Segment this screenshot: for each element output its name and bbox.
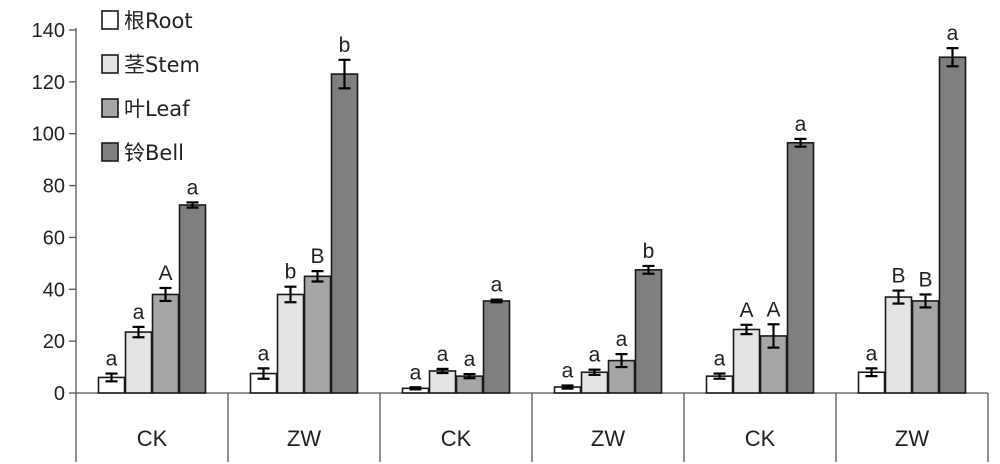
significance-label: a — [187, 176, 199, 199]
y-tick-label: 40 — [43, 279, 65, 301]
significance-label: a — [464, 348, 476, 371]
significance-label: a — [106, 348, 118, 371]
legend-label: 根Root — [124, 9, 193, 33]
legend-label: 叶Leaf — [124, 97, 190, 121]
significance-label: a — [866, 342, 878, 365]
bar — [428, 370, 457, 394]
category-label: CK — [745, 426, 776, 451]
bar — [884, 296, 913, 394]
category-label: ZW — [287, 426, 321, 451]
category-label: ZW — [591, 426, 625, 451]
bar — [151, 293, 180, 394]
y-tick-label: 20 — [43, 331, 65, 353]
significance-label: A — [158, 262, 172, 285]
y-tick-label: 140 — [32, 20, 65, 42]
legend-label: 铃Bell — [124, 141, 184, 165]
y-tick-label: 60 — [43, 227, 65, 249]
significance-label: b — [339, 34, 351, 57]
bar — [786, 141, 815, 394]
significance-label: a — [947, 22, 959, 45]
bar — [124, 331, 153, 394]
bar — [634, 269, 663, 394]
significance-label: a — [714, 348, 726, 371]
significance-label: B — [891, 265, 905, 288]
significance-label: b — [285, 261, 297, 284]
legend-swatch — [101, 54, 119, 74]
bar — [303, 275, 332, 394]
legend-label: 茎Stem — [124, 53, 200, 77]
significance-label: a — [258, 342, 270, 365]
significance-label: a — [410, 361, 422, 384]
bar — [938, 56, 967, 394]
significance-label: A — [739, 299, 753, 322]
significance-label: a — [491, 274, 503, 297]
y-tick-label: 0 — [54, 383, 65, 405]
significance-label: B — [310, 245, 324, 268]
chart-legend: 根Root 茎Stem 叶Leaf 铃Bell — [101, 9, 200, 165]
significance-label: a — [795, 113, 807, 136]
significance-label: a — [562, 359, 574, 382]
legend-swatch — [101, 10, 119, 30]
y-tick-label: 120 — [32, 72, 65, 94]
bar — [330, 73, 359, 394]
significance-label: a — [589, 344, 601, 367]
chart-axes: 0 20 40 60 80 100 120 140 CK ZW CK ZW CK ZW — [32, 20, 989, 462]
category-label: CK — [137, 426, 168, 451]
significance-label: a — [437, 343, 449, 366]
category-label: CK — [441, 426, 472, 451]
category-label: ZW — [895, 426, 929, 451]
legend-swatch — [101, 142, 119, 162]
bar — [911, 300, 940, 394]
legend-swatch — [101, 98, 119, 118]
significance-label: A — [766, 298, 780, 321]
y-tick-label: 100 — [32, 124, 65, 146]
y-tick-label: 80 — [43, 176, 65, 198]
bar — [732, 328, 761, 394]
bar — [178, 204, 207, 394]
bar — [482, 300, 511, 394]
bar — [276, 293, 305, 394]
significance-label: b — [643, 240, 655, 263]
significance-label: B — [918, 268, 932, 291]
significance-label: a — [616, 328, 628, 351]
significance-label: a — [133, 301, 145, 324]
